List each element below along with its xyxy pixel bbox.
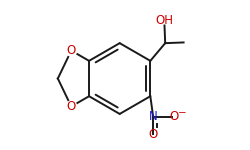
Text: N: N	[149, 110, 158, 123]
Text: O: O	[148, 128, 158, 141]
Text: −: −	[178, 108, 186, 117]
Text: O: O	[67, 100, 76, 113]
Text: OH: OH	[156, 14, 174, 27]
Text: O: O	[170, 110, 179, 123]
Text: O: O	[67, 44, 76, 57]
